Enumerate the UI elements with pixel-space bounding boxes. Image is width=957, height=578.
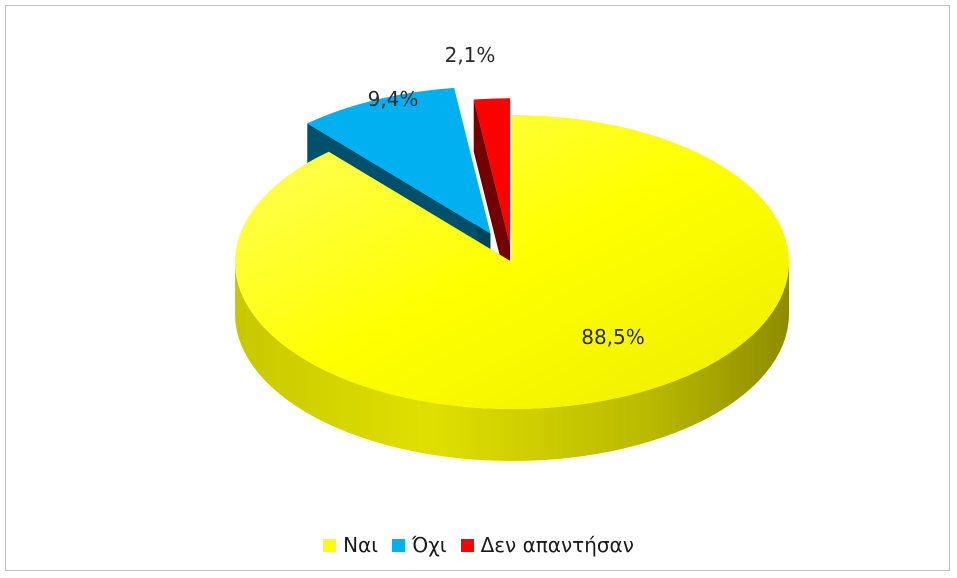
legend-swatch-no-answer bbox=[460, 538, 474, 552]
pie-slice-yes bbox=[234, 115, 790, 410]
data-label-no-answer: 2,1% bbox=[445, 43, 496, 67]
pie-slice-no bbox=[307, 87, 491, 234]
legend-label-yes: Ναι bbox=[343, 533, 378, 557]
pie-slice-no-answer bbox=[473, 98, 511, 246]
legend-swatch-yes bbox=[323, 538, 337, 552]
legend-item-no-answer: Δεν απαντήσαν bbox=[460, 533, 634, 557]
pie-wall-start-no-answer bbox=[473, 99, 511, 298]
pie-side-yes bbox=[235, 262, 789, 461]
data-label-yes: 88,5% bbox=[581, 325, 645, 349]
legend-item-no: Όχι bbox=[391, 533, 447, 557]
data-label-no: 9,4% bbox=[368, 87, 419, 111]
legend-item-yes: Ναι bbox=[323, 533, 378, 557]
legend-swatch-no bbox=[391, 538, 405, 552]
legend: Ναι Όχι Δεν απαντήσαν bbox=[0, 533, 957, 557]
pie-tops bbox=[234, 87, 790, 410]
legend-label-no-answer: Δεν απαντήσαν bbox=[480, 533, 634, 557]
legend-label-no: Όχι bbox=[411, 533, 447, 557]
pie-labels: 88,5% 9,4% 2,1% bbox=[368, 43, 645, 349]
